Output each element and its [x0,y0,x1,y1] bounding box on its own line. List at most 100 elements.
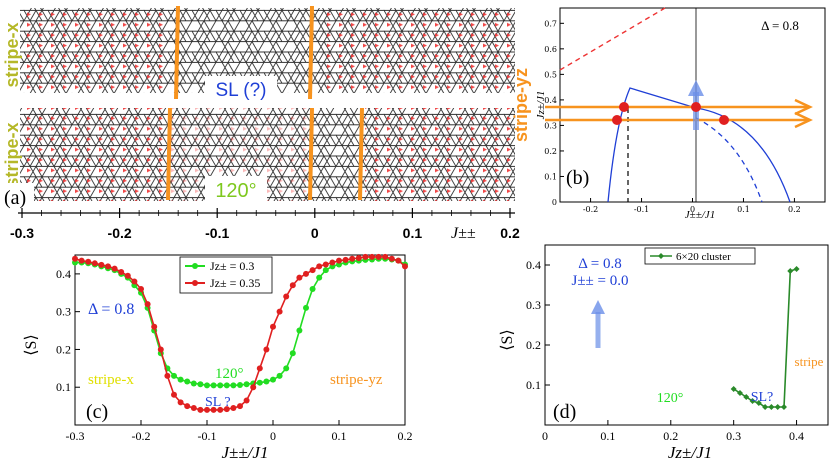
c-point [184,403,191,410]
c-point [138,286,144,292]
panel-b: Δ = 0.8 (b) -0.2 -0.1 0 0.1 0.2 0 0.1 0.2 0.3 0.4… [535,7,826,221]
c-xtick-label: -0.2 [132,429,151,443]
c-point [243,381,250,388]
panel-label-d: (d) [553,401,576,423]
d-xtick-label: 0.3 [726,429,741,443]
c-point [177,376,184,383]
c-point [276,308,283,315]
c-point [230,382,237,389]
c-point [382,253,389,260]
c-point [85,258,92,265]
c-point [270,376,276,383]
c-point [369,253,375,260]
c-point [402,263,408,270]
c-point [355,255,362,262]
c-point [98,261,105,268]
c-point [217,406,224,413]
c-120-label: 120° [215,366,244,382]
c-point [78,257,85,264]
d-legend-text: 6×20 cluster [676,251,731,263]
d-delta-label: Δ = 0.8 [578,256,622,272]
b-orange-arrow-1 [794,98,813,116]
b-ytick-label: 0.5 [544,70,557,79]
c-point [250,384,257,391]
d-ytick-label: 0.1 [526,378,541,392]
c-point [256,365,263,372]
b-ytick-label: 0.6 [544,45,557,54]
c-point [72,255,78,262]
c-point [388,255,395,262]
c-point [204,382,210,389]
d-ytick-label: 0.4 [526,258,541,272]
d-jpm-label: J±± = 0.0 [571,273,628,289]
c-point [296,327,303,334]
d-legend-marker [658,253,664,259]
c-point [197,406,204,413]
sl-label-bg [205,76,277,102]
stripe-x-bottom-label: stripe-x [2,122,22,187]
axis-a-tick-label: -0.3 [10,225,34,241]
c-point [157,346,164,353]
panel-a: SL (?) 120° stripe-x stripe-x stripe-yz … [2,5,531,242]
c-point [111,265,118,272]
panel-d: 0 0.1 0.2 0.3 0.4 0.1 0.2 0.3 0.4 6×20 cluster Δ… [499,244,829,462]
d-point [787,268,794,274]
d-point [780,404,787,410]
c-ytick-label: 0.3 [56,305,71,319]
phase-120-label: 120° [215,180,256,202]
c-point [349,255,356,262]
b-ytick-label: 0.7 [544,19,557,28]
c-xtick-label: -0.3 [66,429,85,443]
b-ytick-label: 0.2 [544,147,557,156]
c-ytick-label: 0.1 [56,380,71,394]
c-xtick-label: -0.1 [198,429,217,443]
c-legend-text-1: Jz± = 0.3 [210,259,254,273]
c-point [151,323,158,330]
b-point-3 [691,102,701,112]
divider-bottom-1 [166,107,172,201]
deg120-label-bg [205,176,267,202]
c-point [243,397,250,404]
divider-bottom-2 [308,107,314,201]
c-point [316,263,323,270]
b-ylabel: Jz±/J1 [535,91,547,120]
d-xtick-label: 0.2 [663,429,678,443]
panel-c: -0.3 -0.2 -0.1 0 0.1 0.2 0.1 0.2 0.3 0.4 Jz± = 0.… [23,253,413,462]
c-point [197,381,204,388]
divider-top-1 [174,5,180,100]
d-point [768,404,775,410]
c-ytick-label: 0.4 [56,267,71,281]
d-stripe-label: stripe [795,354,824,369]
panel-d-frame [544,244,829,426]
c-point [322,267,329,274]
b-xtick-label: 0.2 [788,205,801,214]
c-point [263,346,270,353]
c-legend-dot-2 [192,280,198,286]
c-point [296,274,303,281]
c-point [171,391,177,398]
axis-a-tick-label: 0 [311,225,319,241]
c-point [289,350,296,357]
c-point [223,382,230,389]
axis-a-tick-label: -0.2 [108,225,132,241]
d-ytick-label: 0.3 [526,298,541,312]
d-point [762,404,769,410]
c-point [289,282,296,289]
c-xtick-label: 0.1 [332,429,347,443]
label-a-bg [2,183,34,207]
b-xtick-label: -0.1 [634,205,649,214]
spins-bottom-right [365,108,515,201]
divider-top-2 [308,5,314,100]
axis-a-tick-label: -0.1 [205,225,229,241]
b-xlabel: J±±/J1 [685,209,715,221]
d-sl-label: SL? [751,390,774,405]
c-point [190,405,197,411]
c-point [118,269,125,275]
d-blue-arrow-head [591,300,605,314]
c-point [309,267,316,274]
b-orange-arrow-2 [794,111,813,129]
panel-label-c: (c) [86,401,108,423]
d-series [730,266,800,410]
d-point [774,404,781,410]
